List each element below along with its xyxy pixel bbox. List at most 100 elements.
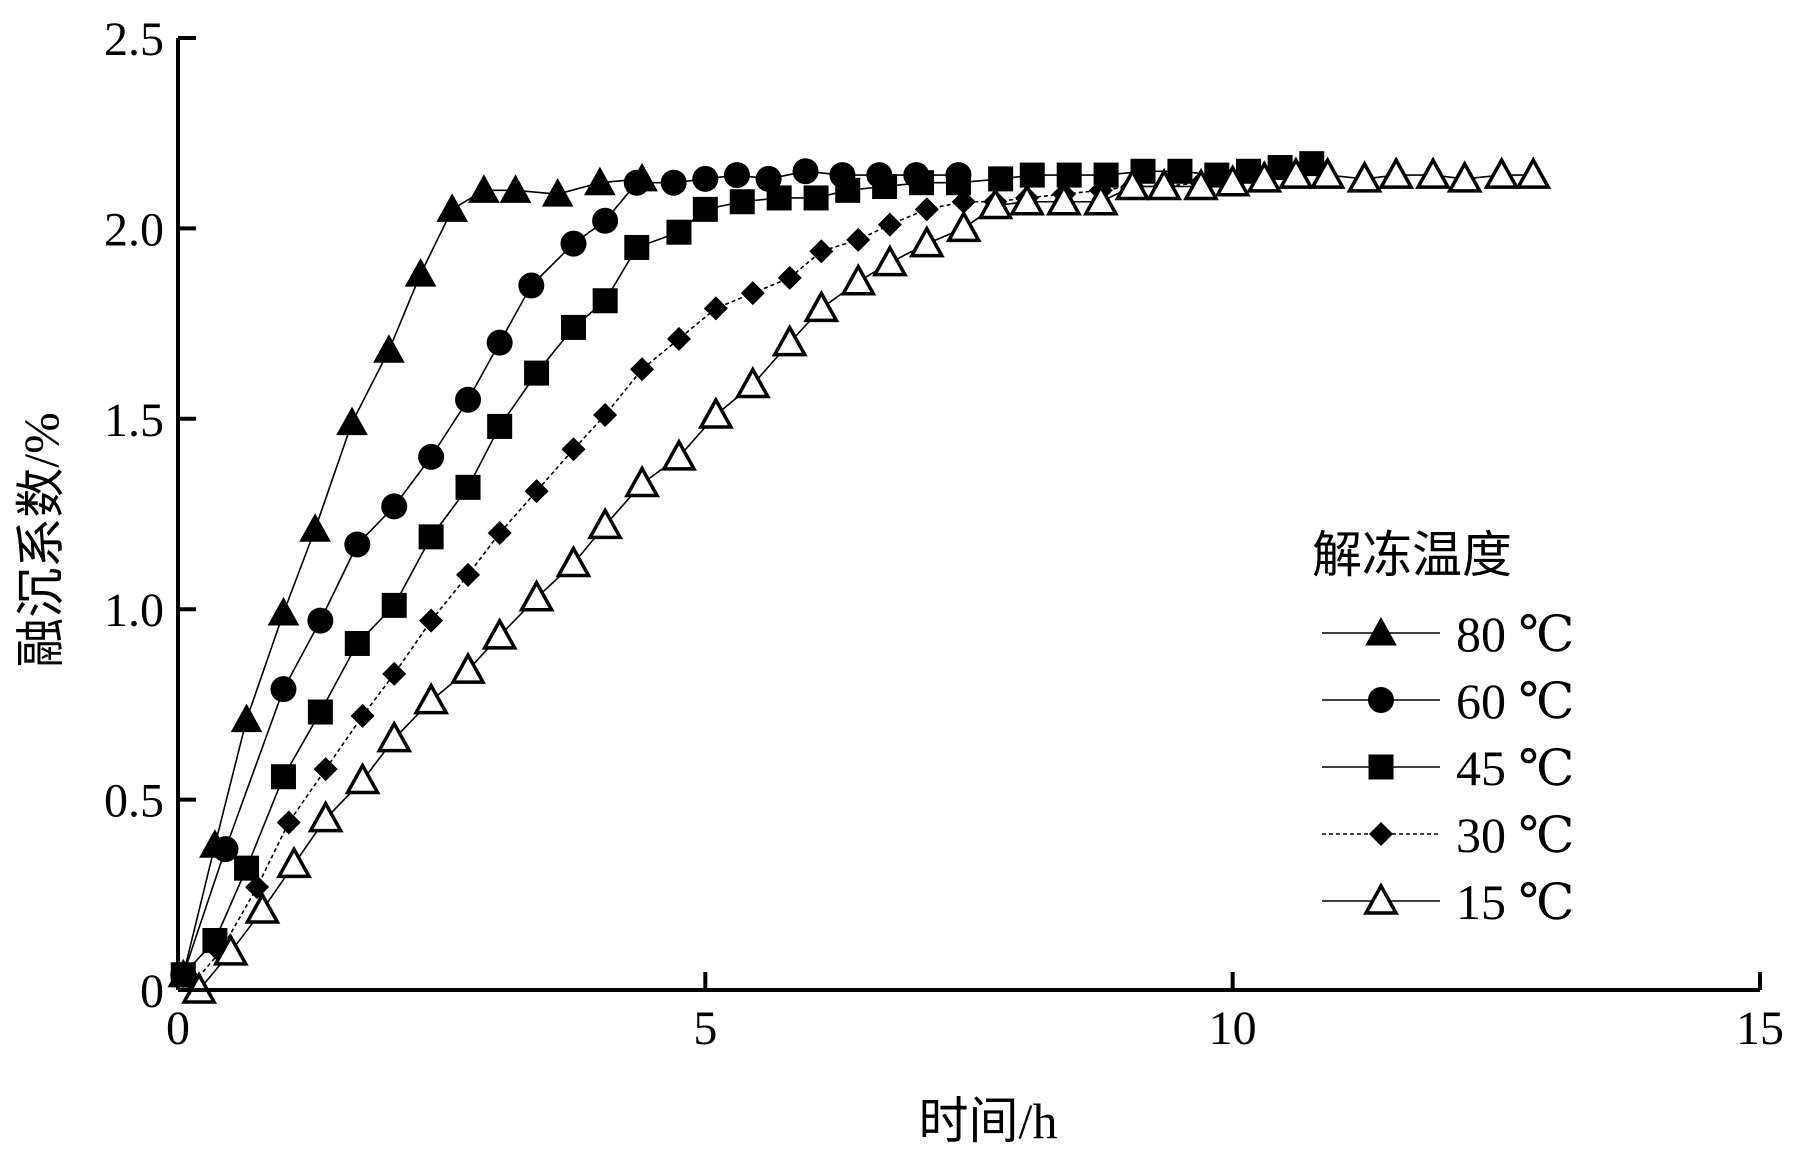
data-point [660, 169, 687, 196]
data-point [593, 402, 618, 427]
data-point [212, 933, 249, 966]
data-point [276, 810, 301, 835]
data-point [977, 186, 1014, 220]
data-point [592, 288, 618, 314]
y-tick-label: 2.5 [104, 13, 164, 66]
data-point [307, 699, 333, 725]
data-point [584, 166, 616, 196]
legend-marker [1368, 687, 1394, 713]
series-line [182, 162, 1312, 976]
y-tick-label: 2.0 [104, 203, 164, 256]
data-point [307, 607, 334, 634]
y-tick-label: 0 [140, 965, 164, 1018]
data-point [1214, 164, 1251, 197]
data-point [630, 357, 655, 382]
data-point [267, 596, 300, 626]
data-point [212, 836, 239, 863]
data-point [518, 579, 555, 612]
x-tick-label: 15 [1736, 1002, 1784, 1055]
data-point [909, 170, 935, 196]
data-point [872, 174, 898, 200]
data-point [541, 178, 574, 207]
y-tick-label: 1.0 [104, 584, 164, 637]
data-point [1019, 162, 1045, 188]
data-point [1346, 160, 1383, 193]
data-point [344, 761, 381, 795]
data-point [230, 703, 263, 733]
data-point [697, 396, 734, 429]
data-point [468, 174, 500, 203]
data-point [755, 165, 782, 192]
data-point [809, 239, 834, 264]
x-tick-label: 5 [693, 1002, 717, 1055]
data-point [487, 413, 513, 439]
data-point [1146, 167, 1183, 201]
x-axis-label: 时间/h [919, 1093, 1058, 1149]
data-point [692, 165, 719, 192]
legend-label: 45 ℃ [1456, 740, 1574, 796]
data-point [703, 296, 728, 321]
series-line [193, 178, 1265, 983]
series-line [182, 170, 959, 976]
data-point [376, 720, 413, 753]
y-tick-label: 1.5 [104, 394, 164, 447]
data-point [592, 207, 619, 234]
y-axis-label: 融沉系数/% [13, 412, 69, 668]
data-point [381, 592, 407, 618]
data-point [276, 845, 312, 879]
data-point [381, 493, 408, 520]
data-point [561, 314, 586, 340]
data-point [382, 661, 407, 686]
data-point [373, 334, 405, 363]
legend-marker [1365, 616, 1397, 646]
data-point [344, 630, 370, 656]
data-point [1415, 156, 1452, 189]
data-point [456, 562, 481, 587]
data-point [846, 227, 871, 252]
legend-label: 30 ℃ [1456, 807, 1574, 863]
data-point [877, 212, 902, 237]
data-point [729, 189, 755, 215]
data-point [771, 324, 808, 357]
data-point [455, 474, 481, 500]
legend-item: 30 ℃ [1322, 807, 1574, 863]
data-point [436, 193, 469, 222]
data-point [871, 244, 908, 277]
data-point [404, 258, 437, 287]
data-point [234, 855, 260, 881]
legend-label: 80 ℃ [1456, 606, 1574, 662]
y-tick-label: 0.5 [104, 775, 164, 828]
legend-marker [1369, 822, 1393, 846]
data-point [524, 360, 550, 386]
data-point [803, 185, 829, 211]
data-point [766, 185, 792, 211]
data-point [270, 676, 297, 703]
data-point [418, 443, 445, 470]
data-point [660, 438, 697, 471]
data-point [1277, 156, 1314, 189]
data-point [945, 170, 971, 196]
data-point [1167, 158, 1193, 184]
x-tick-label: 10 [1209, 1002, 1257, 1055]
data-point [1056, 162, 1082, 188]
series-0 [167, 162, 658, 988]
data-point [777, 265, 802, 290]
data-point [450, 651, 487, 684]
series-3 [181, 166, 1277, 995]
series-4 [181, 156, 1552, 1004]
data-point [988, 166, 1014, 192]
legend: 解冻温度 80 ℃ 60 ℃ 45 ℃ 30 ℃ 15 ℃ [1312, 527, 1574, 930]
data-point [1309, 156, 1346, 189]
data-point [1045, 183, 1082, 216]
data-point [499, 174, 532, 203]
data-point [336, 406, 368, 436]
data-point [1009, 183, 1045, 216]
data-point [481, 617, 518, 650]
axes: 0 5 10 15 0 0.5 1.0 1.5 2.0 2.5 [104, 13, 1784, 1055]
data-point [1515, 156, 1552, 189]
data-point [518, 272, 545, 299]
data-point [624, 234, 650, 260]
data-point [419, 608, 444, 633]
data-point [840, 263, 877, 296]
legend-item: 15 ℃ [1322, 874, 1574, 930]
